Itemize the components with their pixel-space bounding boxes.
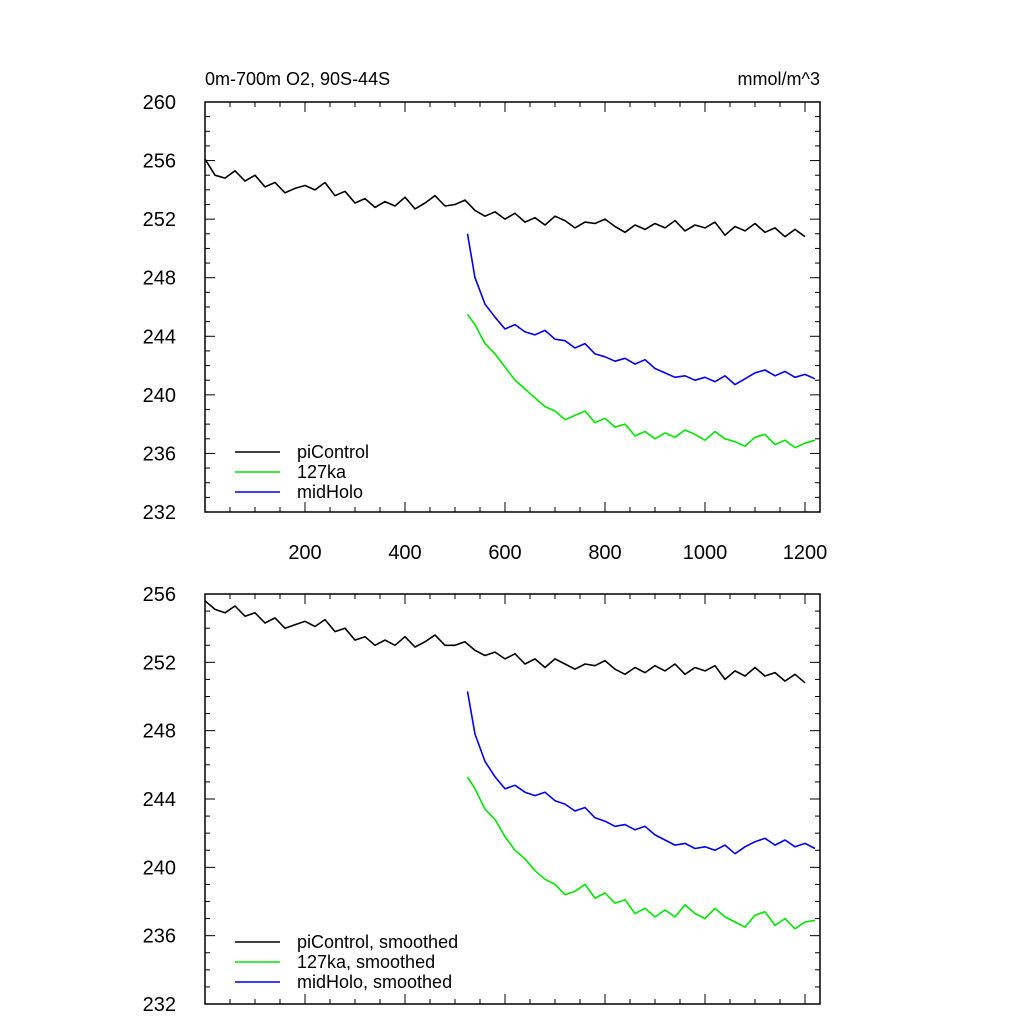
- series-line-2: [466, 691, 816, 855]
- plot-frame: [204, 593, 821, 1005]
- y-tick-label: 248: [143, 268, 176, 290]
- x-tick-label: 600: [488, 542, 521, 564]
- series-line-2: [466, 233, 816, 386]
- y-tick-label: 240: [143, 857, 176, 879]
- y-tick-label: 248: [143, 721, 176, 743]
- y-tick-label: 232: [143, 994, 176, 1016]
- series-line-1: [466, 313, 816, 449]
- series-lines: [204, 600, 816, 930]
- y-tick-label: 260: [143, 92, 176, 114]
- x-tick-label: 800: [588, 542, 621, 564]
- series-line-0: [204, 158, 806, 238]
- y-tick-label: 252: [143, 209, 176, 231]
- panel-bottom: 232 236 240 244 248 252 256 piControl, smoothe…: [143, 584, 821, 1016]
- y-tick-label: 236: [143, 926, 176, 948]
- x-tick-label: 200: [288, 542, 321, 564]
- series-lines: [204, 158, 816, 449]
- legend: piControl, smoothed 127ka, smoothed midH…: [235, 932, 458, 992]
- legend-label: midHolo, smoothed: [297, 972, 452, 992]
- series-line-1: [466, 776, 816, 930]
- legend-label: 127ka, smoothed: [297, 952, 435, 972]
- y-tick-label: 256: [143, 584, 176, 606]
- y-tick-label: 252: [143, 652, 176, 674]
- panel-title-right: mmol/m^3: [738, 69, 820, 89]
- plot-frame: [204, 101, 821, 513]
- x-tick-label: 1000: [683, 542, 728, 564]
- y-tick-label: 240: [143, 385, 176, 407]
- y-tick-label: 256: [143, 151, 176, 173]
- y-tick-label: 244: [143, 326, 176, 348]
- x-tick-label: 1200: [783, 542, 828, 564]
- axis-ticks: 232 236 240 244 248 252 256: [143, 584, 820, 1016]
- legend-label: 127ka: [297, 462, 347, 482]
- series-line-0: [204, 600, 806, 684]
- legend-label: midHolo: [297, 482, 363, 502]
- y-tick-label: 232: [143, 502, 176, 524]
- legend-label: piControl, smoothed: [297, 932, 458, 952]
- panel-top: 0m-700m O2, 90S-44S mmol/m^3 200 400 600 80…: [143, 69, 828, 564]
- legend-label: piControl: [297, 442, 369, 462]
- legend: piControl 127ka midHolo: [235, 442, 369, 502]
- panel-title-left: 0m-700m O2, 90S-44S: [205, 69, 390, 89]
- y-tick-label: 236: [143, 443, 176, 465]
- y-tick-label: 244: [143, 789, 176, 811]
- x-tick-label: 400: [388, 542, 421, 564]
- axis-ticks: 200 400 600 800 1000 1200 232 236 240 244 248 252 25…: [143, 92, 828, 564]
